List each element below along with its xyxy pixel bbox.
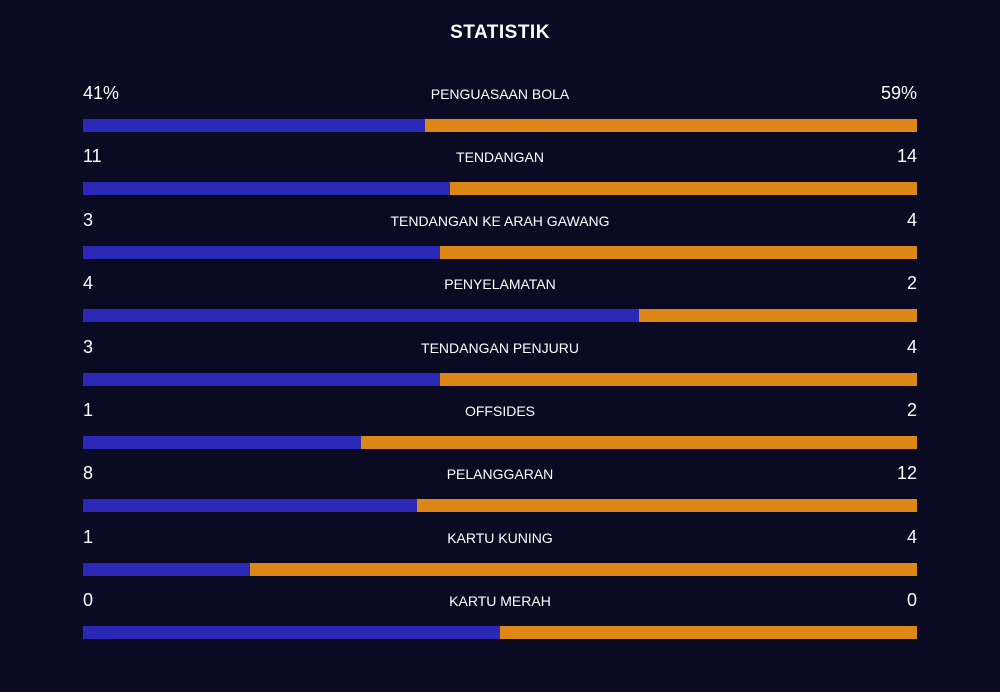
stat-header: 4 PENYELAMATAN 2 (83, 268, 917, 298)
bar-away-segment (424, 119, 917, 132)
stat-row: 4 PENYELAMATAN 2 (83, 268, 917, 331)
stat-away-value: 4 (906, 526, 917, 547)
stat-home-value: 0 (83, 590, 94, 611)
bar-away-segment (449, 182, 917, 196)
comparison-bar (83, 435, 917, 449)
bar-home-segment (83, 309, 640, 323)
bar-away-segment (416, 499, 917, 513)
bar-away-segment (440, 245, 917, 259)
page-title: STATISTIK (450, 22, 550, 43)
stat-label: KARTU MERAH (449, 593, 551, 610)
stat-label: PENGUASAAN BOLA (430, 86, 570, 102)
stat-label: KARTU KUNING (447, 529, 553, 546)
stat-row: 41% PENGUASAAN BOLA 59% (83, 78, 917, 141)
stat-away-value: 12 (896, 463, 917, 484)
stat-label: PELANGGARAN (446, 466, 554, 483)
stat-away-value: 14 (896, 146, 917, 167)
bar-away-segment (639, 309, 917, 323)
stat-label: TENDANGAN (456, 149, 544, 166)
comparison-bar (83, 119, 917, 132)
stat-away-value: 2 (906, 273, 917, 294)
bar-home-segment (83, 182, 450, 196)
stat-home-value: 1 (83, 526, 94, 547)
stat-header: 11 TENDANGAN 14 (83, 141, 917, 171)
stat-header: 3 TENDANGAN KE ARAH GAWANG 4 (83, 205, 917, 235)
stat-row: 3 TENDANGAN KE ARAH GAWANG 4 (83, 205, 917, 268)
stat-header: 8 PELANGGARAN 12 (83, 458, 917, 488)
stat-label: PENYELAMATAN (444, 276, 556, 293)
stat-away-value: 0 (906, 590, 917, 611)
comparison-bar (83, 309, 917, 323)
stat-home-value: 3 (83, 336, 94, 357)
bar-home-segment (83, 626, 500, 640)
comparison-bar (83, 245, 917, 259)
stat-home-value: 3 (83, 209, 94, 230)
bar-away-segment (440, 372, 917, 386)
comparison-bar (83, 626, 917, 640)
stat-row: 1 KARTU KUNING 4 (83, 522, 917, 585)
stat-row: 3 TENDANGAN PENJURU 4 (83, 332, 917, 395)
bar-home-segment (83, 119, 425, 132)
bar-away-segment (249, 562, 917, 576)
stat-home-value: 4 (83, 273, 94, 294)
stat-away-value: 2 (906, 399, 917, 420)
stat-home-value: 1 (83, 399, 94, 420)
stat-away-value: 4 (906, 209, 917, 230)
stat-away-value: 59% (880, 83, 917, 103)
stat-header: 41% PENGUASAAN BOLA 59% (83, 78, 917, 108)
stat-row: 1 OFFSIDES 2 (83, 395, 917, 458)
stat-header: 0 KARTU MERAH 0 (83, 585, 917, 615)
stat-label: TENDANGAN PENJURU (421, 339, 579, 356)
stat-home-value: 41% (83, 83, 120, 103)
stat-home-value: 8 (83, 463, 94, 484)
stat-label: TENDANGAN KE ARAH GAWANG (390, 212, 610, 229)
bar-away-segment (360, 435, 917, 449)
bar-home-segment (83, 499, 417, 513)
stat-header: 3 TENDANGAN PENJURU 4 (83, 332, 917, 362)
stat-row: 0 KARTU MERAH 0 (83, 585, 917, 648)
bar-home-segment (83, 562, 250, 576)
bar-home-segment (83, 245, 441, 259)
bar-away-segment (500, 626, 917, 640)
stat-row: 8 PELANGGARAN 12 (83, 458, 917, 521)
comparison-bar (83, 562, 917, 576)
comparison-bar (83, 499, 917, 513)
stat-header: 1 KARTU KUNING 4 (83, 522, 917, 552)
stat-home-value: 11 (83, 146, 102, 167)
stat-label: OFFSIDES (464, 402, 535, 419)
bar-home-segment (83, 372, 441, 386)
stat-header: 1 OFFSIDES 2 (83, 395, 917, 425)
comparison-bar (83, 182, 917, 196)
comparison-bar (83, 372, 917, 386)
stat-away-value: 4 (906, 336, 917, 357)
stats-list: 41% PENGUASAAN BOLA 59% 11 TENDANGAN 14 3 TENDA… (83, 78, 917, 649)
stat-row: 11 TENDANGAN 14 (83, 141, 917, 204)
bar-home-segment (83, 435, 361, 449)
